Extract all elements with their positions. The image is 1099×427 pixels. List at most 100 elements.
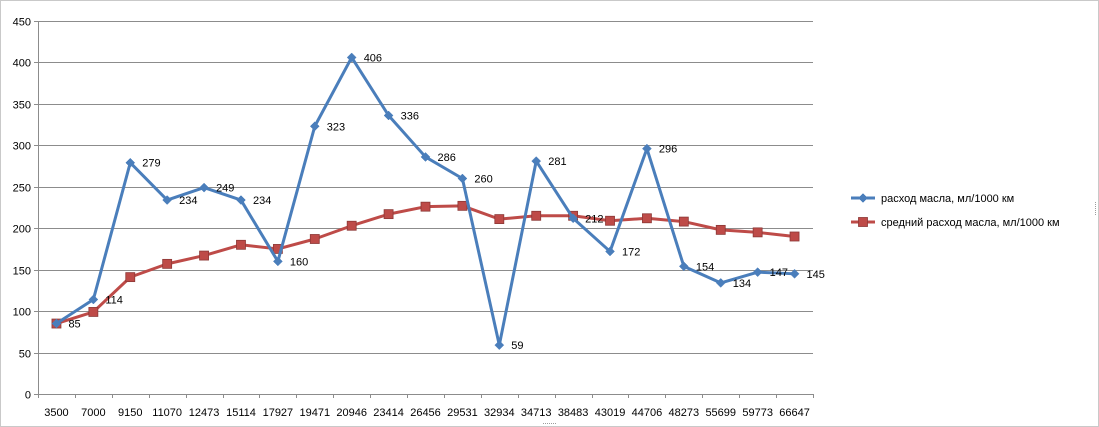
data-label: 281 — [548, 156, 566, 168]
gridlines — [38, 21, 813, 354]
data-label: 260 — [474, 173, 492, 185]
legend-marker — [858, 217, 868, 227]
x-axis-tick-labels: 3500 7000 9150 11070 12473 15114 17927 19471 209… — [44, 407, 810, 419]
resize-handles[interactable] — [543, 202, 1096, 424]
y-tick-label: 150 — [13, 266, 31, 278]
data-point — [494, 340, 505, 350]
data-point — [457, 173, 468, 184]
data-label: 336 — [401, 110, 419, 122]
data-point — [273, 256, 283, 267]
data-point — [531, 156, 542, 166]
series-0 — [51, 52, 800, 350]
y-tick-label: 50 — [19, 349, 31, 361]
x-tick-label: 38483 — [558, 407, 589, 419]
data-label: 145 — [807, 269, 825, 281]
data-point — [789, 268, 800, 279]
data-point — [715, 278, 726, 288]
y-tick-label: 400 — [13, 58, 31, 70]
resize-handle-dot[interactable] — [1095, 210, 1096, 211]
data-point — [531, 210, 542, 221]
resize-handle-dot[interactable] — [1095, 202, 1096, 203]
legend-label: средний расход масла, мл/1000 км — [881, 217, 1060, 229]
y-tick-label: 0 — [25, 390, 31, 402]
data-point — [383, 209, 394, 220]
data-label: 212 — [585, 213, 603, 225]
legend-marker — [858, 193, 868, 203]
data-label: 286 — [438, 152, 456, 164]
x-tick-label: 3500 — [44, 407, 68, 419]
data-point — [642, 143, 652, 154]
legend-item-0: расход масла, мл/1000 км — [851, 193, 1014, 205]
data-point — [678, 261, 689, 272]
data-point — [162, 258, 173, 269]
data-point — [236, 239, 246, 250]
data-label: 147 — [770, 267, 788, 279]
data-point — [199, 182, 209, 193]
data-point — [678, 216, 689, 227]
legend-label: расход масла, мл/1000 км — [881, 193, 1014, 205]
x-tick-label: 19471 — [299, 407, 330, 419]
y-tick-label: 200 — [13, 224, 31, 236]
resize-handle-dot[interactable] — [553, 423, 554, 424]
resize-handle-dot[interactable] — [551, 423, 552, 424]
x-tick-label: 20946 — [336, 407, 367, 419]
resize-handle-dot[interactable] — [1095, 212, 1096, 213]
data-point — [125, 272, 136, 283]
x-tick-label: 66647 — [779, 407, 810, 419]
axes — [34, 21, 814, 398]
x-tick-label: 15114 — [226, 407, 256, 419]
data-point — [605, 215, 615, 226]
resize-handle-dot[interactable] — [1095, 204, 1096, 205]
x-tick-label: 43019 — [595, 407, 626, 419]
resize-handle-dot[interactable] — [1095, 214, 1096, 215]
x-tick-label: 59773 — [742, 407, 773, 419]
data-label: 134 — [733, 278, 751, 290]
data-point — [88, 294, 99, 305]
data-label: 279 — [142, 158, 160, 170]
series-1 — [51, 200, 800, 329]
data-point — [752, 227, 763, 238]
x-tick-label: 12473 — [189, 407, 220, 419]
x-tick-label: 17927 — [263, 407, 294, 419]
x-tick-label: 32934 — [484, 407, 515, 419]
data-point — [309, 234, 320, 244]
data-point — [125, 157, 136, 168]
data-label: 85 — [68, 319, 80, 331]
data-point — [346, 220, 357, 231]
data-point — [752, 267, 763, 278]
resize-handle-dot[interactable] — [547, 423, 548, 424]
resize-handle-dot[interactable] — [543, 423, 544, 424]
y-tick-label: 300 — [13, 141, 31, 153]
x-tick-label: 26456 — [410, 407, 441, 419]
data-label: 160 — [290, 256, 308, 268]
resize-handle-dot[interactable] — [1095, 206, 1096, 207]
data-point — [51, 318, 62, 329]
data-point — [162, 195, 173, 205]
data-label: 249 — [216, 183, 234, 195]
resize-handle-dot[interactable] — [549, 423, 550, 424]
x-tick-label: 11070 — [152, 407, 182, 419]
data-point — [494, 214, 505, 225]
data-point — [457, 200, 468, 211]
x-tick-label: 29531 — [447, 407, 478, 419]
resize-handle-dot[interactable] — [1095, 208, 1096, 209]
legend: расход масла, мл/1000 км средний расход м… — [851, 193, 1060, 229]
data-point — [88, 307, 99, 317]
data-label: 323 — [327, 121, 345, 133]
data-point — [309, 121, 320, 132]
data-point — [383, 110, 394, 121]
data-label: 406 — [364, 52, 382, 64]
resize-handle-dot[interactable] — [545, 423, 546, 424]
resize-handle-dot[interactable] — [555, 423, 556, 424]
series-layer — [51, 52, 800, 350]
y-tick-label: 350 — [13, 100, 31, 112]
data-label: 59 — [511, 340, 523, 352]
x-tick-label: 34713 — [521, 407, 552, 419]
data-point — [346, 52, 357, 63]
y-tick-label: 250 — [13, 183, 31, 195]
data-label: 172 — [622, 246, 640, 258]
x-tick-label: 9150 — [118, 407, 142, 419]
data-label: 154 — [696, 261, 714, 273]
data-label: 114 — [105, 295, 123, 307]
